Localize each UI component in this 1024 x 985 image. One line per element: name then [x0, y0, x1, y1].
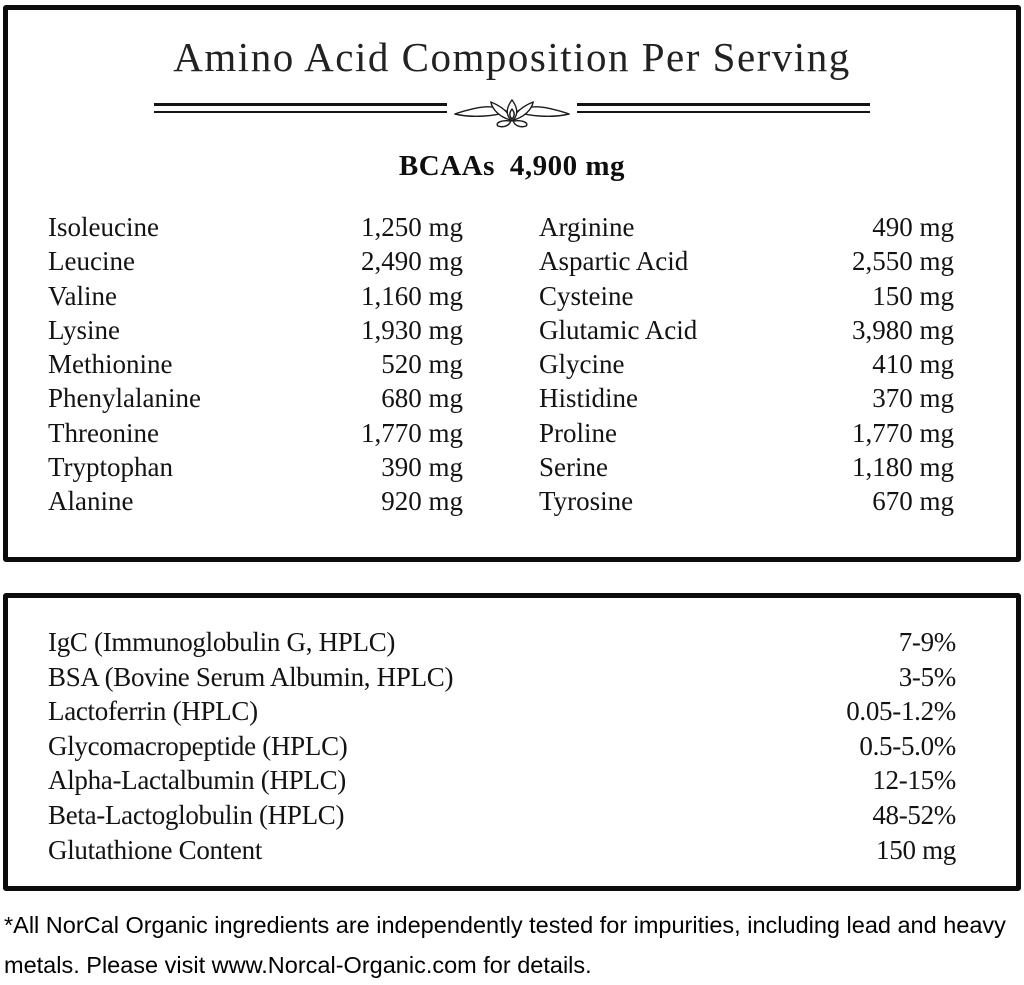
amino-row: Alanine 920 mg	[48, 484, 463, 518]
amino-row: Leucine 2,490 mg	[48, 244, 463, 278]
footnote: *All NorCal Organic ingredients are inde…	[4, 905, 1016, 985]
amino-row: Histidine 370 mg	[539, 381, 954, 415]
panel-title: Amino Acid Composition Per Serving	[173, 34, 851, 80]
fraction-value: 0.5-5.0%	[859, 730, 956, 761]
fraction-row: Beta-Lactoglobulin (HPLC) 48-52%	[48, 798, 956, 833]
fraction-name: IgC (Immunoglobulin G, HPLC)	[48, 627, 396, 657]
amino-name: Leucine	[48, 246, 135, 277]
fraction-name: Alpha-Lactalbumin (HPLC)	[48, 765, 346, 796]
fraction-row: Alpha-Lactalbumin (HPLC) 12-15%	[48, 763, 956, 798]
bcaa-value: 4,900 mg	[509, 150, 626, 182]
amino-name: Methionine	[48, 349, 173, 380]
amino-name: Threonine	[48, 417, 159, 448]
decorative-divider	[154, 93, 870, 135]
footnote-line: metals. Please visit www.Norcal-Organic.…	[4, 952, 592, 978]
amino-row: Tyrosine 670 mg	[539, 484, 954, 518]
amino-name: Tryptophan	[48, 452, 174, 483]
amino-row: Tryptophan 390 mg	[48, 450, 463, 484]
footnote-line: *All NorCal Organic ingredients are inde…	[4, 912, 1006, 938]
fraction-value: 12-15%	[872, 765, 956, 796]
fraction-value: 7-9%	[898, 627, 957, 657]
amino-row: Threonine 1,770 mg	[48, 416, 463, 450]
amino-value: 2,550 mg	[851, 246, 954, 277]
amino-value: 3,980 mg	[851, 314, 954, 345]
amino-row: Valine 1,160 mg	[48, 279, 463, 313]
amino-name: Arginine	[539, 212, 635, 242]
amino-value: 1,160 mg	[360, 280, 463, 311]
protein-fractions-panel: IgC (Immunoglobulin G, HPLC) 7-9% BSA (B…	[3, 593, 1021, 891]
amino-row: Isoleucine 1,250 mg	[48, 210, 463, 244]
bcaa-label: BCAAs	[398, 150, 495, 182]
amino-row: Phenylalanine 680 mg	[48, 381, 463, 415]
amino-row: Serine 1,180 mg	[539, 450, 954, 484]
amino-name: Cysteine	[539, 280, 634, 311]
amino-row: Glutamic Acid 3,980 mg	[539, 313, 954, 347]
fraction-row: BSA (Bovine Serum Albumin, HPLC) 3-5%	[48, 660, 956, 695]
lotus-fleuron-icon	[447, 93, 577, 135]
amino-name: Serine	[539, 452, 608, 483]
amino-row: Lysine 1,930 mg	[48, 313, 463, 347]
fraction-name: BSA (Bovine Serum Albumin, HPLC)	[48, 661, 454, 692]
fraction-value: 48-52%	[872, 799, 956, 830]
amino-name: Glutamic Acid	[539, 314, 698, 345]
fraction-value: 0.05-1.2%	[846, 696, 956, 727]
amino-value: 920 mg	[381, 486, 463, 517]
amino-name: Tyrosine	[539, 486, 634, 517]
amino-value: 390 mg	[381, 452, 463, 483]
amino-value: 1,770 mg	[851, 417, 954, 448]
amino-row: Arginine 490 mg	[539, 210, 954, 244]
amino-name: Glycine	[539, 349, 625, 380]
amino-name: Alanine	[48, 486, 134, 517]
amino-column-left: Isoleucine 1,250 mg Leucine 2,490 mg Val…	[48, 210, 463, 519]
amino-value: 1,930 mg	[360, 314, 463, 345]
amino-row: Glycine 410 mg	[539, 347, 954, 381]
amino-value: 490 mg	[872, 212, 954, 242]
amino-value: 520 mg	[381, 349, 463, 380]
amino-name: Proline	[539, 417, 617, 448]
fraction-name: Beta-Lactoglobulin (HPLC)	[48, 799, 345, 830]
fraction-name: Glycomacropeptide (HPLC)	[48, 730, 348, 761]
fraction-value: 150 mg	[876, 834, 956, 865]
amino-column-right: Arginine 490 mg Aspartic Acid 2,550 mg C…	[539, 210, 954, 519]
amino-value: 680 mg	[381, 383, 463, 414]
amino-name: Phenylalanine	[48, 383, 201, 414]
amino-name: Aspartic Acid	[539, 246, 689, 277]
amino-acid-table: Isoleucine 1,250 mg Leucine 2,490 mg Val…	[8, 210, 1016, 519]
amino-row: Proline 1,770 mg	[539, 416, 954, 450]
amino-value: 1,250 mg	[360, 212, 463, 242]
amino-acid-panel: Amino Acid Composition Per Serving BCAAs…	[3, 5, 1021, 562]
amino-value: 410 mg	[872, 349, 954, 380]
amino-name: Valine	[48, 280, 117, 311]
amino-row: Aspartic Acid 2,550 mg	[539, 244, 954, 278]
amino-value: 670 mg	[872, 486, 954, 517]
fraction-value: 3-5%	[898, 661, 957, 692]
amino-value: 1,770 mg	[360, 417, 463, 448]
amino-value: 2,490 mg	[360, 246, 463, 277]
fraction-name: Glutathione Content	[48, 834, 263, 865]
fraction-name: Lactoferrin (HPLC)	[48, 696, 258, 727]
amino-value: 150 mg	[872, 280, 954, 311]
fraction-row: Lactoferrin (HPLC) 0.05-1.2%	[48, 694, 956, 729]
amino-value: 1,180 mg	[851, 452, 954, 483]
amino-value: 370 mg	[872, 383, 954, 414]
amino-row: Methionine 520 mg	[48, 347, 463, 381]
fraction-row: Glutathione Content 150 mg	[48, 833, 956, 868]
bcaa-total: BCAAs 4,900 mg	[8, 150, 1016, 183]
fraction-row: IgC (Immunoglobulin G, HPLC) 7-9%	[48, 625, 956, 660]
amino-name: Isoleucine	[48, 212, 159, 242]
fraction-row: Glycomacropeptide (HPLC) 0.5-5.0%	[48, 729, 956, 764]
amino-row: Cysteine 150 mg	[539, 279, 954, 313]
amino-name: Lysine	[48, 314, 120, 345]
amino-name: Histidine	[539, 383, 638, 414]
